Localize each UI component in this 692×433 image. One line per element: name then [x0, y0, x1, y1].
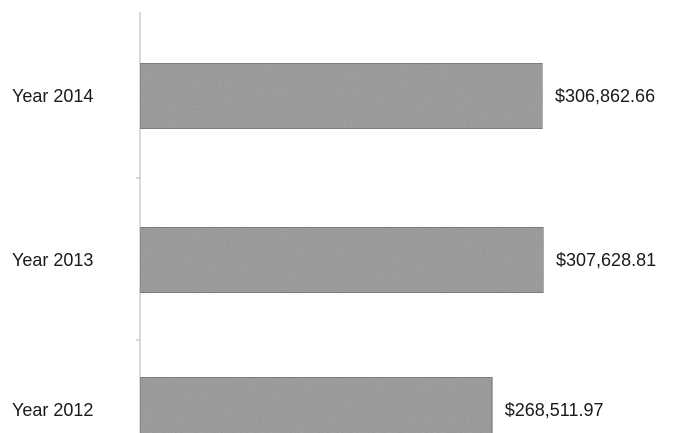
category-label-year-2012: Year 2012: [12, 400, 93, 420]
data-label-year-2013: $307,628.81: [556, 250, 656, 270]
data-label-year-2014: $306,862.66: [555, 86, 655, 106]
bar-year-2014: [140, 62, 543, 130]
category-label-year-2014: Year 2014: [12, 86, 93, 106]
data-label-year-2012: $268,511.97: [505, 400, 604, 420]
data-labels-group: $306,862.66 $307,628.81 $268,511.97: [505, 86, 656, 420]
category-label-year-2013: Year 2013: [12, 250, 93, 270]
axis-ticks: [136, 177, 140, 341]
bars-group: [140, 62, 544, 433]
bar-year-2012: [140, 376, 493, 433]
category-labels: Year 2014 Year 2013 Year 2012: [12, 86, 93, 420]
bar-year-2013: [140, 226, 544, 294]
